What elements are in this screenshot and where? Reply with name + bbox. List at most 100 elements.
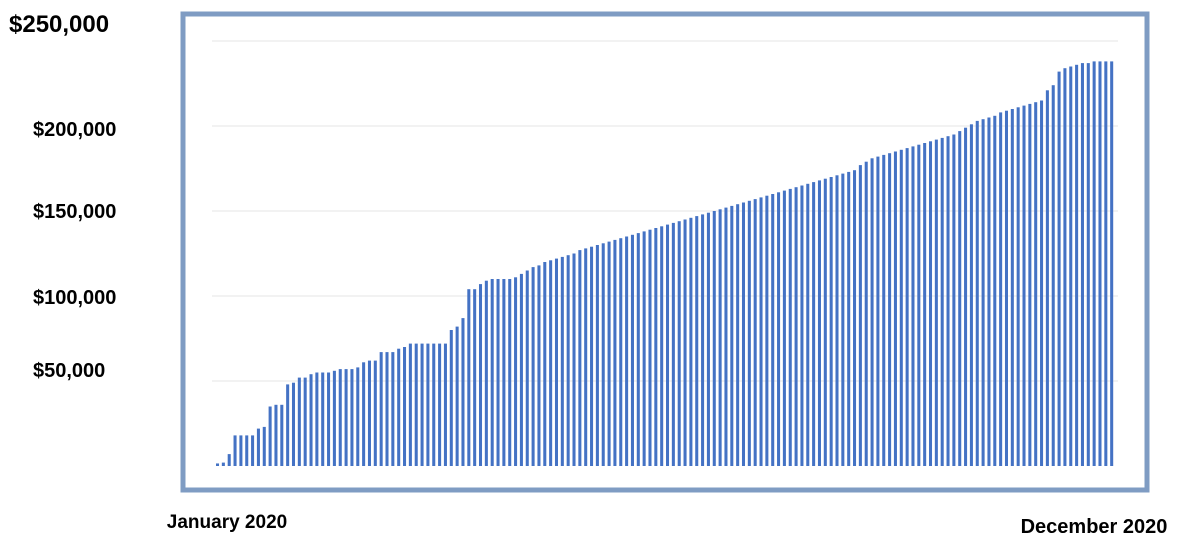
bar [619, 238, 623, 466]
bar [671, 222, 675, 466]
bar [397, 348, 401, 466]
bar [291, 382, 296, 466]
bar [473, 289, 477, 466]
bar [1004, 110, 1008, 466]
bar [233, 435, 237, 466]
bar [531, 267, 535, 466]
bar [438, 343, 442, 466]
bar [1075, 64, 1079, 467]
bar [1016, 107, 1020, 467]
bar [543, 262, 547, 466]
bar [321, 372, 325, 466]
bar [338, 369, 342, 466]
bar [712, 211, 716, 466]
bar [695, 216, 699, 466]
bar [911, 146, 915, 466]
bar [245, 435, 249, 466]
bar [893, 151, 897, 466]
bar [1104, 61, 1108, 467]
bar [946, 136, 950, 466]
y-axis-tick-labels: $50,000 $100,000 $150,000 $200,000 $250,000 [9, 11, 116, 382]
bar [256, 428, 260, 466]
bar [455, 326, 459, 466]
bar [537, 265, 541, 466]
bar [771, 194, 775, 466]
bar [636, 233, 640, 466]
bar [268, 406, 272, 466]
bar [262, 426, 266, 466]
bar [566, 255, 570, 466]
bar [484, 280, 488, 466]
bar [724, 207, 728, 466]
bar [379, 352, 383, 466]
bar [759, 197, 763, 466]
bar [788, 188, 792, 466]
bar [1069, 66, 1073, 466]
bar [344, 369, 348, 466]
bar [648, 229, 652, 466]
bar [280, 404, 284, 466]
bar [917, 144, 921, 466]
bar [741, 202, 746, 466]
bar [478, 284, 483, 466]
bar [800, 185, 804, 466]
bar [221, 462, 225, 466]
bar [899, 149, 903, 467]
bar [525, 270, 529, 466]
bar [1057, 71, 1061, 466]
bar [812, 182, 816, 466]
bar [362, 362, 366, 466]
bar [327, 372, 331, 466]
bar [332, 370, 336, 466]
bar [1063, 68, 1067, 466]
bar [905, 148, 909, 466]
bar [367, 360, 371, 466]
bar [490, 279, 494, 466]
bar-series [216, 61, 1114, 467]
bar [969, 124, 973, 467]
bar [373, 360, 377, 466]
y-tick-label: $200,000 [33, 119, 116, 141]
bar [508, 279, 512, 466]
bar [940, 137, 944, 466]
bar [216, 463, 220, 466]
bar [642, 231, 646, 466]
bar [981, 119, 985, 466]
bar [554, 258, 558, 466]
bar [777, 192, 781, 467]
bar [806, 183, 810, 467]
bar [403, 347, 407, 466]
bar [765, 195, 769, 466]
bar [952, 134, 956, 466]
bar [993, 115, 997, 467]
y-tick-label: $100,000 [33, 287, 116, 309]
bar [718, 209, 722, 467]
bar [888, 153, 892, 466]
bar [385, 352, 389, 466]
bar [753, 199, 757, 466]
bar [420, 343, 424, 466]
bar [584, 248, 588, 466]
bar [496, 279, 500, 466]
bar [870, 158, 874, 467]
bar [274, 404, 278, 466]
bar [958, 131, 962, 466]
bar [987, 117, 991, 466]
y-tick-label: $150,000 [33, 201, 116, 223]
bar [876, 156, 880, 466]
bar [747, 200, 751, 467]
bar [590, 246, 594, 466]
bar [408, 343, 412, 466]
bar [309, 374, 313, 466]
bar [461, 318, 465, 466]
bar [426, 343, 430, 466]
bar [654, 228, 658, 466]
bar [286, 384, 290, 466]
bar [660, 226, 664, 466]
bar [736, 204, 740, 466]
bar [841, 173, 845, 466]
x-axis-start-label: January 2020 [167, 512, 287, 533]
bar [999, 112, 1003, 467]
bar [467, 289, 471, 466]
bar [578, 250, 582, 466]
